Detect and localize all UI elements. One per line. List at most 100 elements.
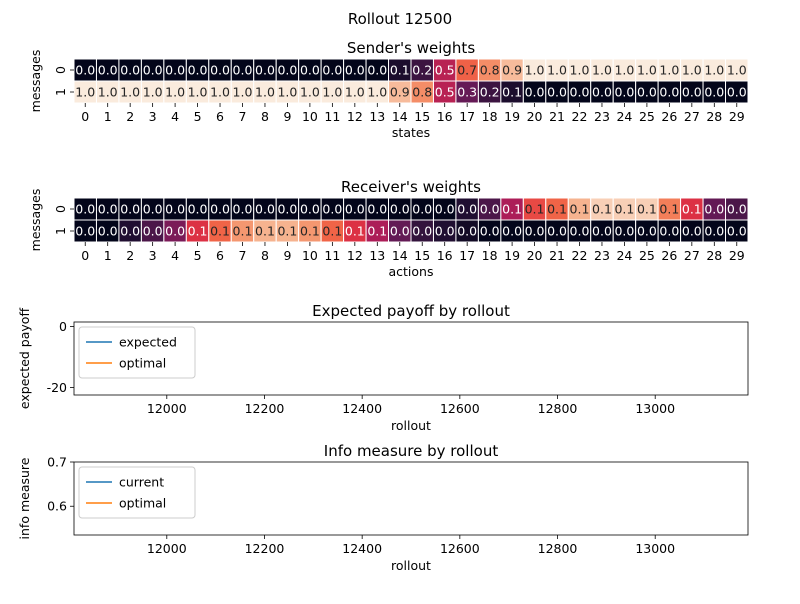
heatmap1-cell-label: 0.1: [614, 202, 634, 217]
heatmap1-cell-label: 0.0: [367, 202, 387, 217]
linechart2-x-tick-label: 12800: [538, 401, 578, 416]
heatmap0-cell-label: 0.0: [210, 63, 230, 78]
heatmap0-cell-label: 0.0: [727, 85, 747, 100]
heatmap1-x-tick-label: 7: [239, 248, 247, 263]
heatmap1-cell-label: 0.1: [322, 224, 342, 239]
heatmap0-cell-label: 0.5: [435, 63, 455, 78]
heatmap0-cell-label: 1.0: [300, 85, 320, 100]
heatmap1-cell-label: 0.1: [300, 224, 320, 239]
linechart2-plot-frame: [73, 321, 749, 396]
heatmap0-cell-label: 0.3: [457, 85, 477, 100]
heatmap1-cell-label: 0.0: [233, 202, 253, 217]
heatmap0-cell-label: 0.0: [98, 63, 118, 78]
heatmap0-x-tick-label: 16: [437, 109, 453, 124]
linechart2-x-axis-label: rollout: [391, 418, 431, 433]
heatmap0-x-tick-label: 3: [149, 109, 157, 124]
linechart2-x-tick-label: 12400: [342, 401, 382, 416]
heatmap0-cell-label: 0.1: [390, 63, 410, 78]
linechart3-legend: [78, 466, 196, 519]
heatmap0-title: Sender's weights: [347, 39, 475, 57]
heatmap0-cell-label: 0.0: [188, 63, 208, 78]
heatmap0-cell-label: 1.0: [547, 63, 567, 78]
heatmap0-cell-label: 1.0: [210, 85, 230, 100]
heatmap0-cell-label: 0.9: [502, 63, 522, 78]
heatmap0-cell-label: 0.8: [412, 85, 432, 100]
heatmap1-cell-label: 0.0: [98, 224, 118, 239]
heatmap1-cell-label: 0.0: [255, 202, 275, 217]
heatmap1-x-tick-label: 3: [149, 248, 157, 263]
heatmap0-cell-label: 0.0: [300, 63, 320, 78]
heatmap1-cell-label: 0.0: [480, 224, 500, 239]
heatmap0-cell-label: 1.0: [592, 63, 612, 78]
heatmap1-cell-label: 0.0: [502, 224, 522, 239]
heatmap1-cell-label: 0.1: [547, 202, 567, 217]
heatmap0-x-tick-label: 10: [302, 109, 318, 124]
heatmap1-cell-label: 0.1: [659, 202, 679, 217]
heatmap0-cell-label: 1.0: [525, 63, 545, 78]
heatmap1-cell-label: 0.0: [188, 202, 208, 217]
heatmap1-title: Receiver's weights: [341, 178, 481, 196]
heatmap0-cell-label: 0.2: [412, 63, 432, 78]
heatmap1-cell-label: 0.0: [98, 202, 118, 217]
heatmap1-y-tick-label: 1: [53, 227, 68, 235]
heatmap0-x-tick-label: 14: [392, 109, 408, 124]
heatmap1-cell-label: 0.0: [704, 202, 724, 217]
heatmap0-cell-label: 0.7: [457, 63, 477, 78]
linechart2-legend-label: expected: [119, 335, 177, 350]
linechart3-x-tick-label: 12400: [342, 541, 382, 556]
heatmap1-x-tick-label: 8: [261, 248, 269, 263]
heatmap1-cell-label: 0.0: [75, 224, 95, 239]
heatmap1-cell-label: 0.1: [210, 224, 230, 239]
linechart3-x-tick-label: 12000: [147, 541, 187, 556]
heatmap0-cell-label: 0.0: [570, 85, 590, 100]
heatmap0-x-tick-label: 4: [171, 109, 179, 124]
heatmap0-x-tick-label: 28: [706, 109, 722, 124]
linechart2-x-tick-label: 12600: [440, 401, 480, 416]
heatmap1-x-tick-label: 14: [392, 248, 408, 263]
heatmap1-cell-label: 0.0: [210, 202, 230, 217]
heatmap0-cell-label: 1.0: [277, 85, 297, 100]
heatmap0-cell-label: 0.0: [614, 85, 634, 100]
heatmap1-cell-label: 0.0: [682, 224, 702, 239]
heatmap1-x-tick-label: 18: [482, 248, 498, 263]
heatmap0-x-tick-label: 29: [729, 109, 745, 124]
figure-title: Rollout 12500: [348, 10, 452, 28]
linechart3-x-axis-label: rollout: [391, 558, 431, 573]
heatmap0-x-axis-label: states: [392, 125, 430, 140]
heatmap0-cell-label: 0.2: [480, 85, 500, 100]
heatmap0-cell-label: 1.0: [682, 63, 702, 78]
heatmap1-x-axis-label: actions: [389, 264, 434, 279]
heatmap1-x-tick-label: 6: [216, 248, 224, 263]
heatmap0-y-tick-label: 1: [53, 88, 68, 96]
linechart3-plot-frame: [73, 461, 749, 536]
heatmap1-x-tick-label: 21: [549, 248, 565, 263]
heatmap0-x-tick-label: 27: [684, 109, 700, 124]
heatmap0-cell-label: 0.0: [637, 85, 657, 100]
heatmap0-cell-label: 1.0: [98, 85, 118, 100]
heatmap0-x-tick-label: 13: [369, 109, 385, 124]
heatmap1-cell-label: 0.0: [300, 202, 320, 217]
heatmap0-cell-label: 0.0: [233, 63, 253, 78]
heatmap1-cell-label: 0.1: [592, 202, 612, 217]
heatmap0-x-tick-label: 23: [594, 109, 610, 124]
heatmap0-x-tick-label: 5: [194, 109, 202, 124]
heatmap1-cell-label: 0.0: [345, 202, 365, 217]
heatmap1-x-tick-label: 2: [126, 248, 134, 263]
linechart3-y-tick-label: 0.6: [47, 499, 67, 514]
linechart3-legend-label: optimal: [119, 496, 166, 511]
heatmap0-x-tick-label: 9: [283, 109, 291, 124]
heatmap0-cell-label: 1.0: [659, 63, 679, 78]
heatmap1-cell-label: 0.1: [637, 202, 657, 217]
heatmap1-cell-label: 0.0: [570, 224, 590, 239]
heatmap1-cell-label: 0.1: [367, 224, 387, 239]
heatmap0-cell-label: 1.0: [233, 85, 253, 100]
linechart2-legend-label: optimal: [119, 356, 166, 371]
heatmap0-cell-label: 1.0: [614, 63, 634, 78]
heatmap1-cell-label: 0.0: [637, 224, 657, 239]
heatmap1-cell-label: 0.0: [457, 224, 477, 239]
heatmap1-cell-label: 0.0: [143, 224, 163, 239]
heatmap1-x-tick-label: 17: [459, 248, 475, 263]
linechart3-x-tick-label: 12200: [245, 541, 285, 556]
heatmap1-x-tick-label: 9: [283, 248, 291, 263]
heatmap0-cell-label: 0.0: [120, 63, 140, 78]
